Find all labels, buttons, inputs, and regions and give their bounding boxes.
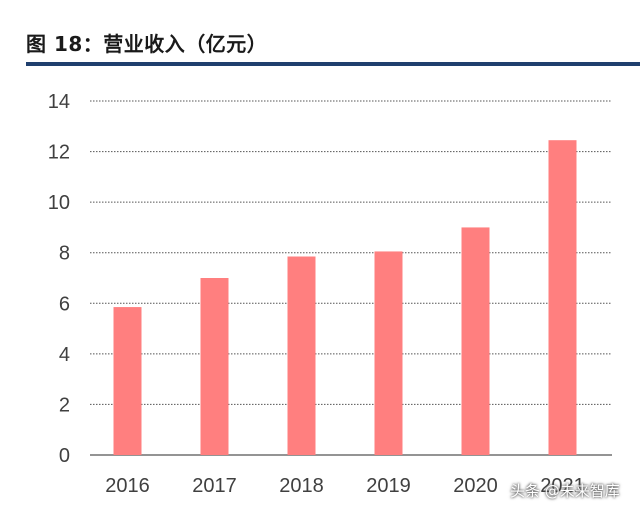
watermark: 头条 @未来智库 (510, 482, 620, 500)
x-tick-label: 2020 (453, 475, 498, 497)
y-tick-label: 0 (59, 445, 70, 467)
x-tick-label: 2017 (192, 475, 237, 497)
bar-2018 (287, 256, 316, 455)
chart-title: 图 18：营业收入（亿元） (26, 32, 268, 56)
bar-2019 (374, 251, 403, 455)
x-tick-label: 2016 (105, 475, 150, 497)
x-axis-ticks: 2016 2017 2018 2019 2020 2021 (105, 475, 585, 497)
title-divider (26, 62, 640, 66)
bar-2020 (461, 227, 490, 455)
y-tick-label: 10 (48, 192, 70, 214)
x-tick-label: 2019 (366, 475, 411, 497)
bars (113, 140, 577, 455)
y-tick-label: 6 (59, 293, 70, 315)
y-tick-label: 8 (59, 243, 70, 265)
y-tick-label: 2 (59, 394, 70, 416)
x-tick-label: 2021 (540, 475, 585, 497)
y-axis-ticks: 0 2 4 6 8 10 12 14 (48, 91, 70, 467)
bar-2017 (200, 278, 229, 455)
y-tick-label: 12 (48, 142, 70, 164)
x-tick-label: 2018 (279, 475, 324, 497)
bar-2016 (113, 307, 142, 455)
y-tick-label: 14 (48, 91, 70, 113)
bar-2021 (548, 140, 577, 455)
y-tick-label: 4 (59, 344, 70, 366)
grid-lines (90, 100, 612, 456)
